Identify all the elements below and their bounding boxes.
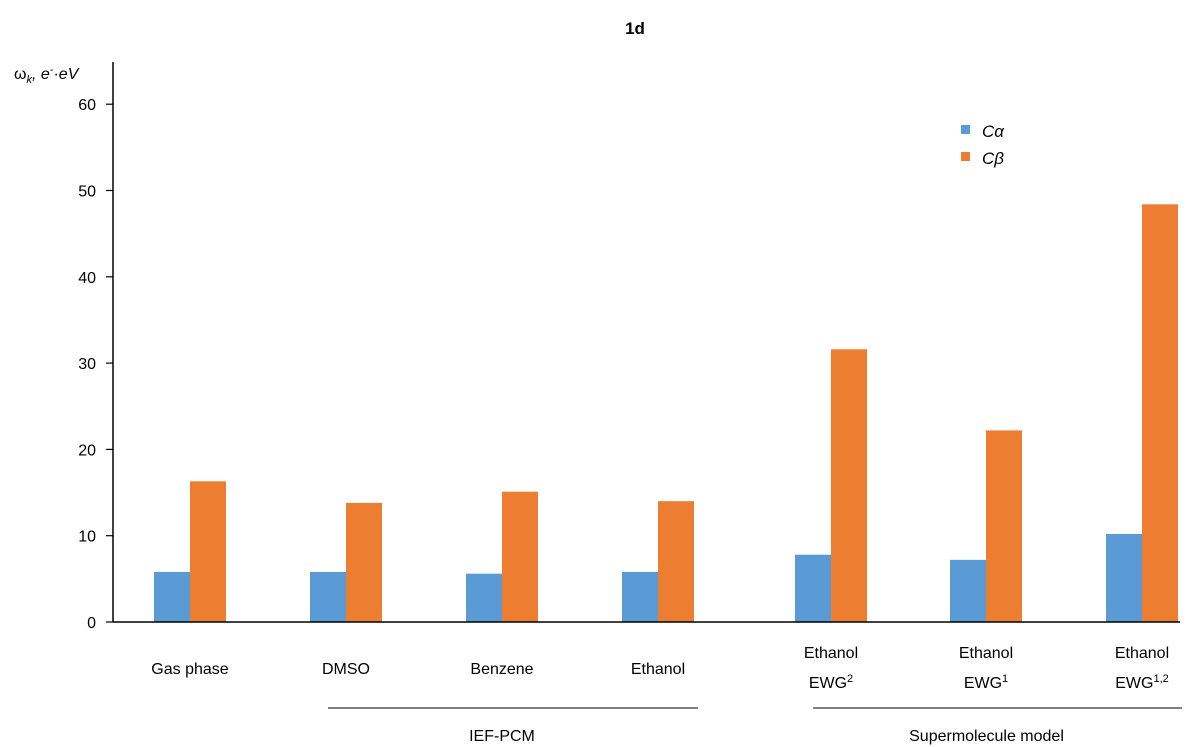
bar-c-beta	[658, 501, 694, 622]
legend-swatch	[961, 125, 970, 134]
bar-c-beta	[502, 491, 538, 622]
legend-label: Cβ	[982, 149, 1004, 168]
x-tick-label: DMSO	[322, 661, 370, 678]
y-axis: 0 10 20 30 40 50 60	[78, 97, 113, 632]
bar-c-alpha	[310, 571, 346, 622]
legend-swatch	[961, 152, 970, 161]
group-label: IEF-PCM	[469, 728, 535, 745]
bar-c-alpha	[466, 573, 502, 622]
legend-label: Cα	[982, 122, 1005, 141]
bar-c-alpha	[795, 554, 831, 622]
y-tick-label: 30	[78, 356, 96, 373]
x-tick-label: EWG1	[964, 673, 1008, 692]
category-groups: IEF-PCM Supermolecule model	[328, 707, 1182, 745]
y-axis-label: ωk, e-·eV	[14, 64, 80, 86]
group-label: Supermolecule model	[909, 728, 1064, 745]
bars	[154, 204, 1178, 623]
x-axis-labels: Gas phase DMSO Benzene Ethanol Ethanol EWG2 Et…	[151, 645, 1169, 692]
y-tick-label: 20	[78, 442, 96, 459]
x-tick-label: EWG2	[809, 673, 853, 692]
bar-c-beta	[986, 430, 1022, 622]
bar-c-alpha	[154, 571, 190, 622]
bar-c-beta	[831, 349, 867, 622]
legend: Cα Cβ	[961, 122, 1005, 168]
x-tick-label: EWG1,2	[1115, 673, 1169, 692]
x-tick-label: Ethanol	[959, 645, 1013, 662]
bar-c-beta	[1142, 204, 1178, 623]
y-tick-label: 60	[78, 97, 96, 114]
bar-c-alpha	[950, 559, 986, 622]
bar-c-alpha	[622, 571, 658, 622]
x-tick-label: Ethanol	[1115, 645, 1169, 662]
bar-c-beta	[346, 502, 382, 622]
chart-title: 1d	[625, 19, 645, 38]
x-tick-label: Ethanol	[631, 661, 685, 678]
bar-c-beta	[190, 481, 226, 622]
x-tick-label: Gas phase	[151, 661, 228, 678]
x-tick-label: Ethanol	[804, 645, 858, 662]
bar-c-alpha	[1106, 533, 1142, 622]
y-tick-label: 50	[78, 184, 96, 201]
y-tick-label: 10	[78, 529, 96, 546]
x-tick-label: Benzene	[470, 661, 533, 678]
y-tick-label: 40	[78, 270, 96, 287]
y-tick-label: 0	[87, 615, 96, 632]
